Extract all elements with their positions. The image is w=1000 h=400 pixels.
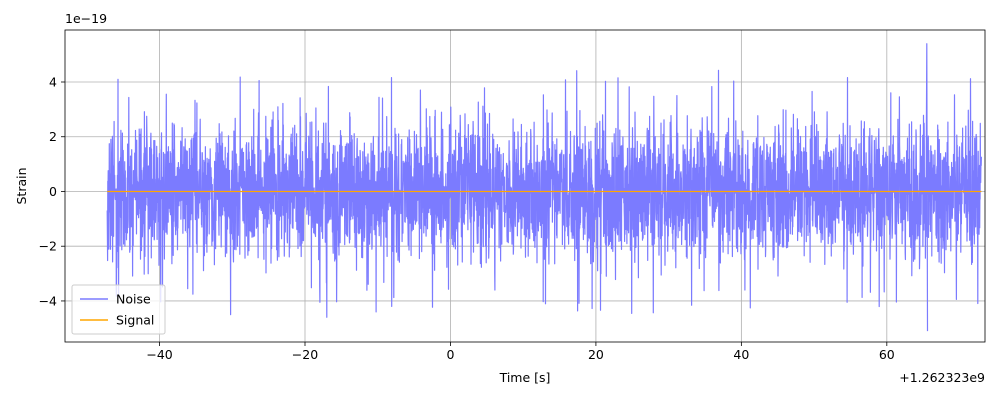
y-tick-label: 2	[49, 129, 57, 144]
axes-frame	[64, 29, 986, 343]
x-tick-label: −20	[292, 347, 318, 362]
legend-label-signal: Signal	[116, 313, 154, 328]
y-tick-label: 4	[49, 75, 57, 90]
x-tick-label: 20	[588, 347, 604, 362]
series-noise	[106, 43, 982, 332]
y-axis-ticks: −4 −2 0 2 4	[39, 75, 65, 308]
y-tick-label: −4	[39, 293, 57, 308]
x-tick-label: 40	[733, 347, 749, 362]
y-axis-multiplier-label: 1e−19	[65, 11, 107, 26]
y-tick-label: 0	[49, 184, 57, 199]
x-tick-label: 60	[879, 347, 895, 362]
x-tick-label: −40	[146, 347, 172, 362]
x-axis-offset-label: +1.262323e9	[899, 370, 985, 385]
plot-area	[106, 43, 982, 332]
legend-label-noise: Noise	[116, 292, 151, 307]
x-tick-label: 0	[446, 347, 454, 362]
x-axis-ticks: −40 −20 0 20 40 60	[146, 342, 895, 362]
legend-box	[71, 284, 166, 335]
y-tick-label: −2	[39, 239, 57, 254]
x-axis-label: Time [s]	[499, 370, 551, 385]
legend: Noise Signal	[71, 284, 166, 335]
y-axis-label: Strain	[14, 167, 29, 204]
